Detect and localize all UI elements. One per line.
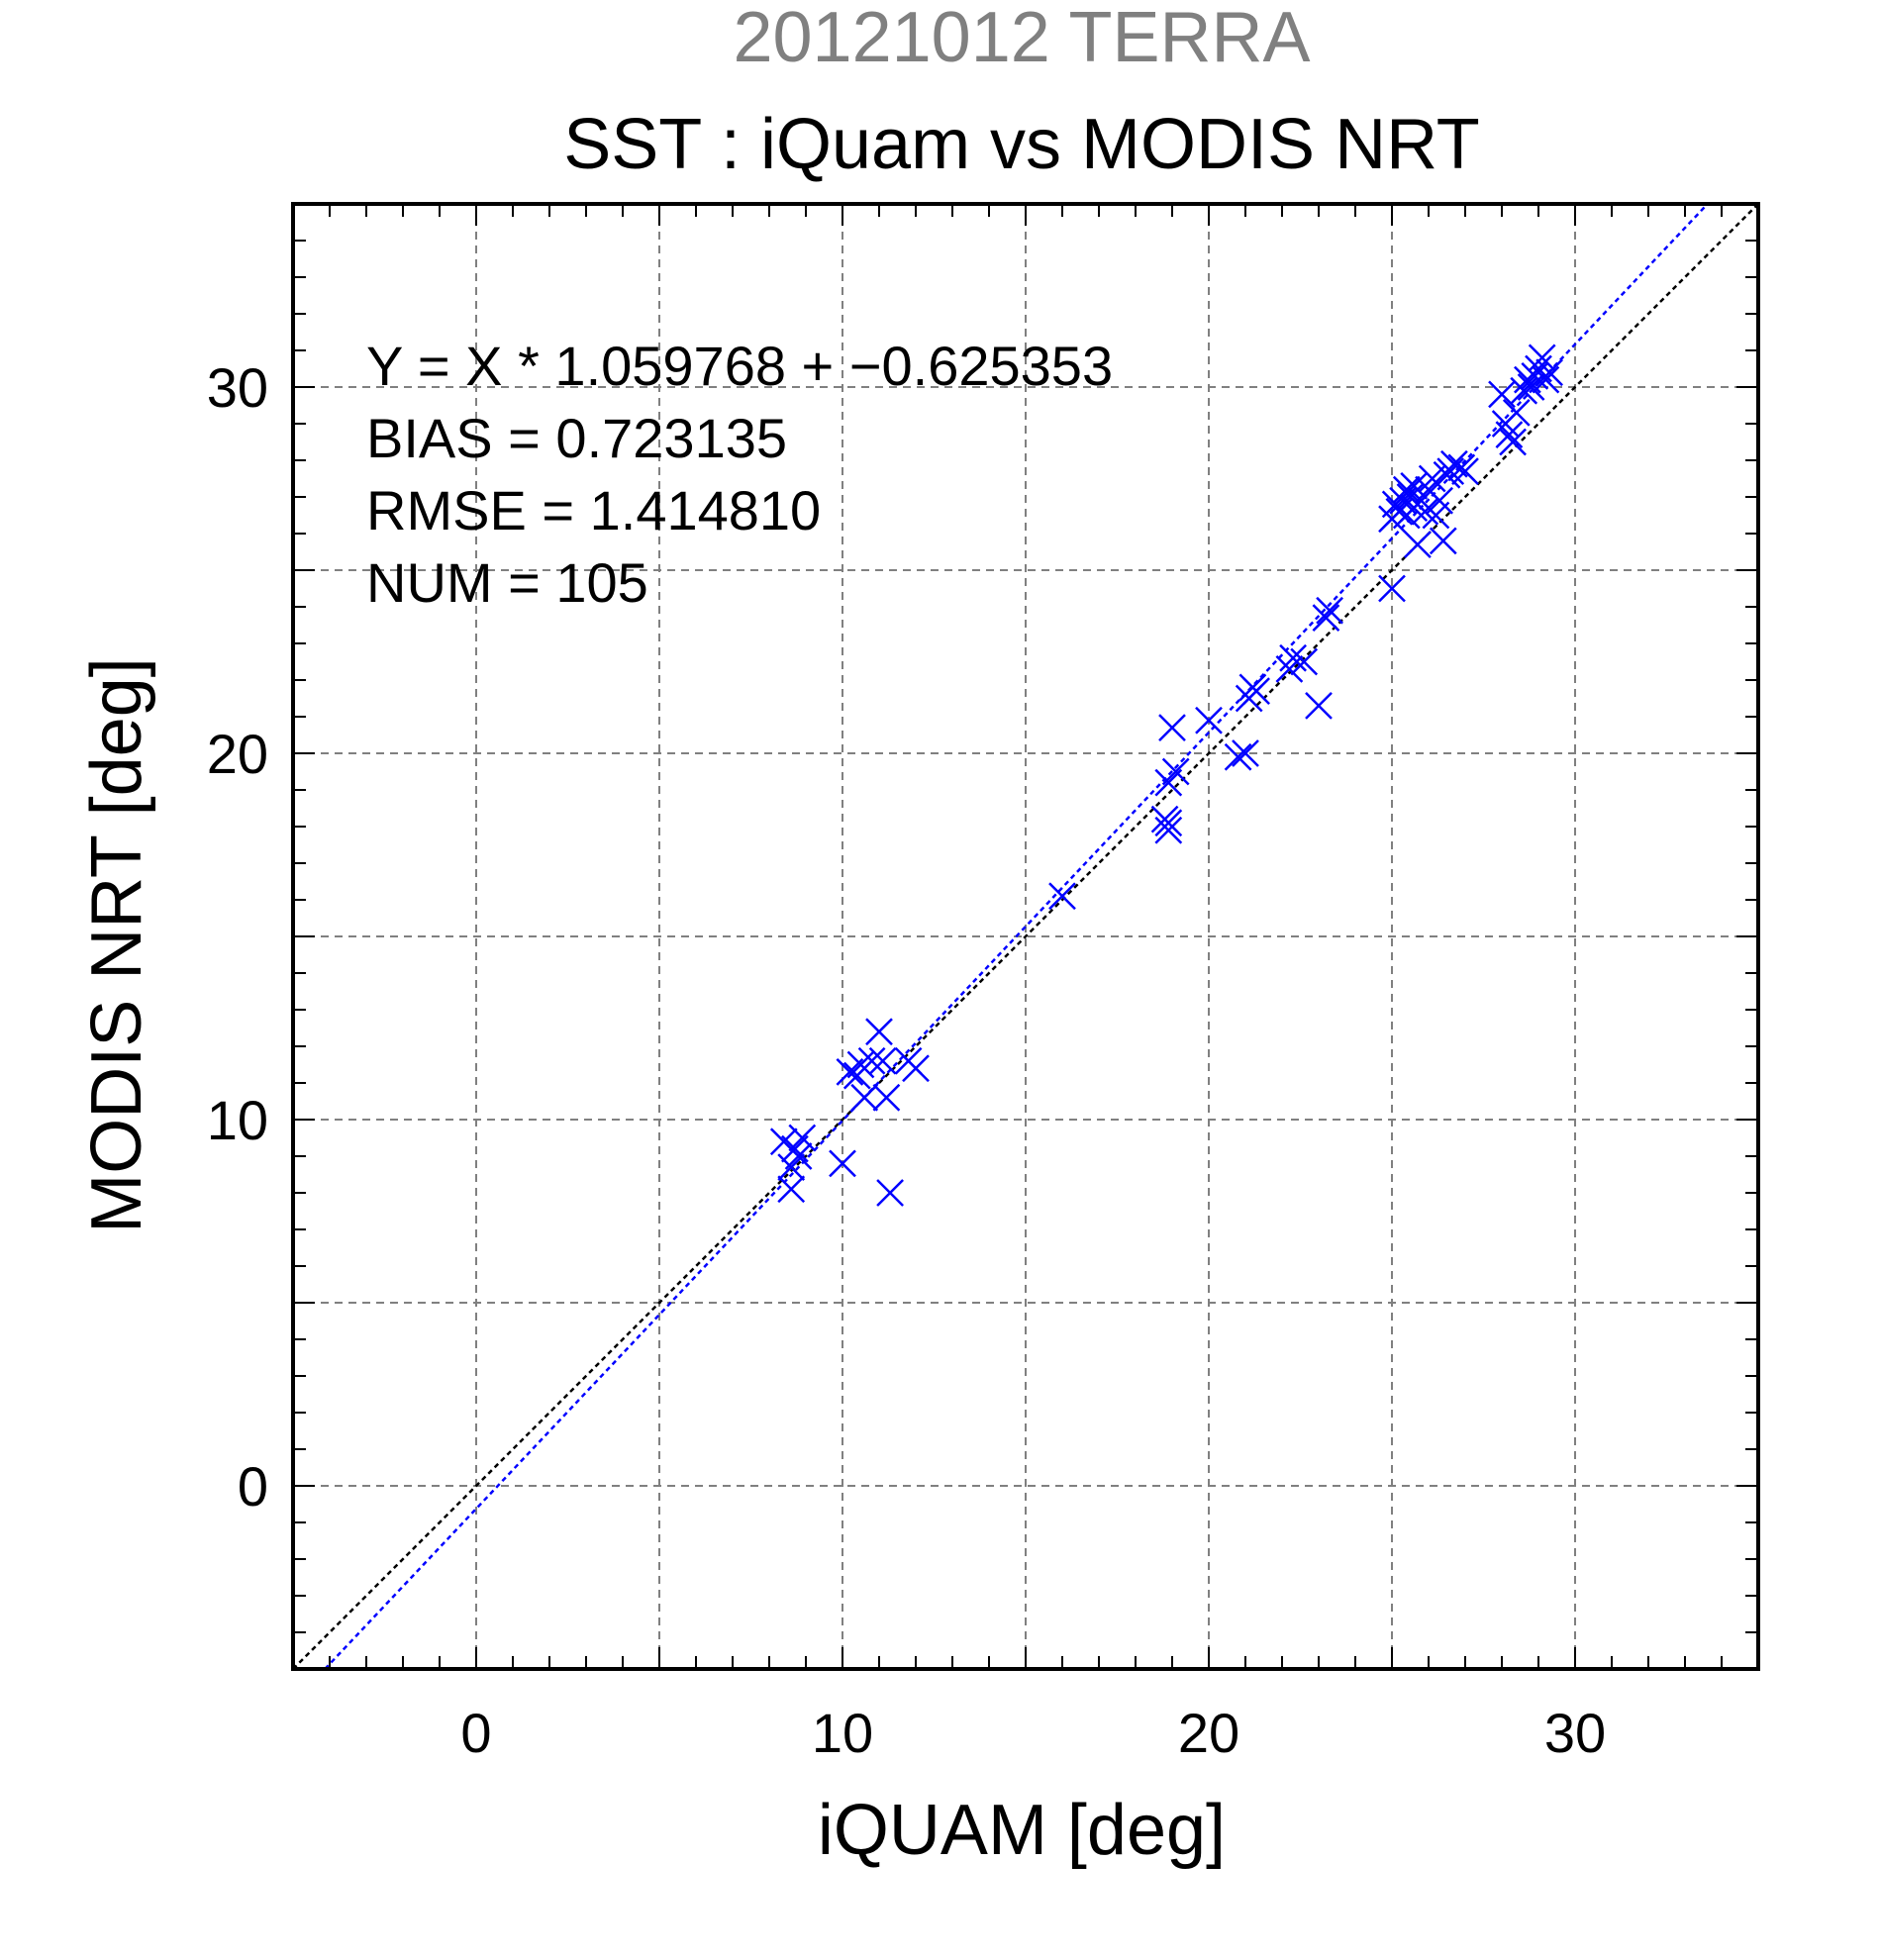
data-point <box>868 1046 897 1075</box>
data-point <box>1499 428 1527 456</box>
data-point <box>1316 596 1343 625</box>
data-point <box>1436 457 1465 485</box>
data-point <box>1532 365 1560 394</box>
data-point <box>1275 655 1304 683</box>
data-point <box>784 1142 813 1170</box>
data-point <box>1232 739 1259 767</box>
data-point <box>1378 574 1406 603</box>
data-point <box>1535 358 1563 387</box>
minor-ticks <box>292 203 1759 1670</box>
data-point <box>1404 531 1432 558</box>
data-point <box>902 1054 930 1083</box>
data-point <box>1161 757 1190 786</box>
grid <box>293 204 1758 1669</box>
data-point <box>1279 643 1307 672</box>
data-point <box>1495 421 1524 448</box>
data-point <box>1224 742 1252 771</box>
data-point <box>1048 882 1076 911</box>
data-point <box>1392 475 1421 504</box>
tick-labels: 0 10 20 30 0 10 20 30 <box>207 356 1606 1764</box>
annotation-rmse: RMSE = 1.414810 <box>366 479 821 541</box>
data-point <box>829 1149 856 1178</box>
data-point <box>1426 486 1453 515</box>
identity-line <box>292 203 1759 1670</box>
data-point <box>788 1124 817 1152</box>
x-tick-label: 0 <box>460 1702 491 1764</box>
chart-title: 20121012 TERRA <box>733 0 1310 77</box>
data-point <box>1195 706 1223 735</box>
data-point <box>1154 816 1183 844</box>
data-point <box>1242 677 1270 705</box>
regression-line <box>324 203 1709 1670</box>
y-tick-label: 0 <box>238 1455 268 1518</box>
data-point <box>1502 399 1531 427</box>
data-point <box>865 1018 893 1046</box>
data-point <box>857 1046 886 1075</box>
x-axis-label: iQUAM [deg] <box>818 1791 1226 1870</box>
reference-lines <box>292 203 1759 1670</box>
data-point <box>1312 604 1340 632</box>
y-tick-label: 10 <box>207 1089 268 1151</box>
data-point <box>1429 527 1457 555</box>
data-point <box>872 1083 901 1112</box>
annotation-regression: Y = X * 1.059768 + −0.625353 <box>366 335 1113 397</box>
annotation-bias: BIAS = 0.723135 <box>366 407 787 469</box>
data-point <box>1305 692 1333 720</box>
data-point <box>777 1175 806 1204</box>
data-point <box>1154 809 1183 837</box>
annotations: Y = X * 1.059768 + −0.625353 BIAS = 0.72… <box>366 335 1113 614</box>
annotation-num: NUM = 105 <box>366 551 648 614</box>
x-tick-label: 10 <box>812 1702 873 1764</box>
data-point <box>850 1083 879 1112</box>
data-points <box>769 343 1563 1207</box>
y-tick-label: 30 <box>207 356 268 419</box>
data-point <box>876 1179 904 1207</box>
data-point <box>1451 457 1479 485</box>
data-point <box>1510 376 1538 405</box>
data-point <box>1158 714 1186 741</box>
y-tick-label: 20 <box>207 723 268 785</box>
y-axis-label: MODIS NRT [deg] <box>77 657 156 1233</box>
plot-frame <box>291 202 1760 1671</box>
x-tick-label: 30 <box>1544 1702 1606 1764</box>
data-point <box>1290 647 1319 676</box>
data-point <box>1517 373 1545 401</box>
chart-subtitle: SST : iQuam vs MODIS NRT <box>563 105 1480 184</box>
x-tick-label: 20 <box>1178 1702 1239 1764</box>
